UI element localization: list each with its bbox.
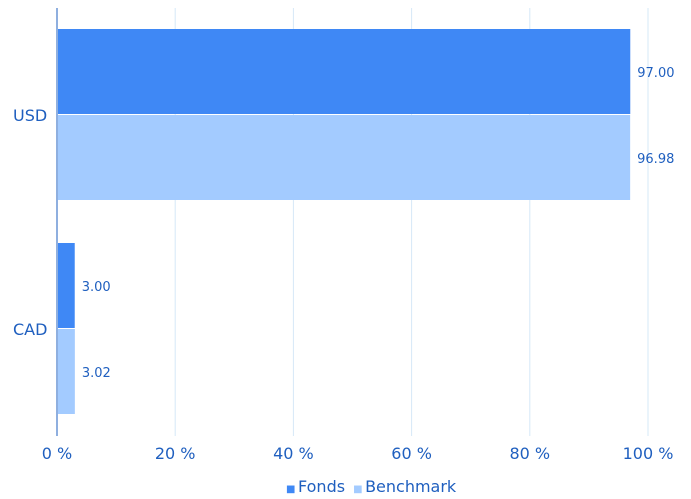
x-tick-label: 0 % bbox=[42, 444, 72, 463]
x-tick-labels: 0 % 20 % 40 % 60 % 80 % 100 % bbox=[42, 444, 674, 463]
legend-label-benchmark[interactable]: Benchmark bbox=[365, 477, 457, 496]
legend-marker-benchmark: ■ bbox=[353, 484, 362, 495]
legend-marker-fonds: ■ bbox=[286, 484, 295, 495]
x-tick-label: 40 % bbox=[273, 444, 314, 463]
x-tick-label: 20 % bbox=[155, 444, 196, 463]
bar-fonds-usd bbox=[58, 29, 631, 114]
bar-benchmark-cad bbox=[58, 329, 75, 414]
data-label-fonds-usd: 97.00 bbox=[637, 66, 674, 81]
data-label-fonds-cad: 3.00 bbox=[82, 280, 111, 295]
category-labels: USD CAD bbox=[13, 106, 47, 339]
data-label-benchmark-cad: 3.02 bbox=[82, 366, 111, 381]
bar-fonds-cad bbox=[58, 243, 75, 328]
x-tick-label: 60 % bbox=[391, 444, 432, 463]
legend: ■ Fonds ■ Benchmark bbox=[286, 477, 457, 496]
data-label-benchmark-usd: 96.98 bbox=[637, 152, 674, 167]
bar-benchmark-usd bbox=[58, 115, 631, 200]
bars bbox=[58, 29, 631, 414]
category-label-usd: USD bbox=[13, 106, 47, 125]
data-labels: 97.00 96.98 3.00 3.02 bbox=[82, 66, 675, 381]
x-tick-label: 100 % bbox=[623, 444, 674, 463]
legend-label-fonds[interactable]: Fonds bbox=[298, 477, 345, 496]
x-tick-label: 80 % bbox=[509, 444, 550, 463]
category-label-cad: CAD bbox=[13, 320, 47, 339]
